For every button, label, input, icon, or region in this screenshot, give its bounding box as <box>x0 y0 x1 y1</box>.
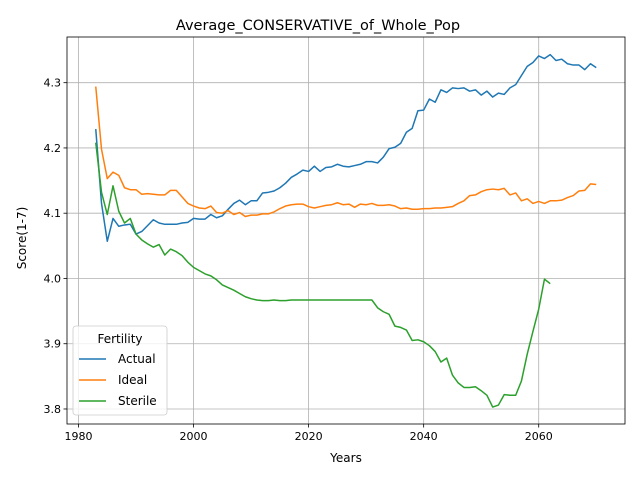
y-tick-label: 3.9 <box>44 338 62 351</box>
x-tick-label: 2060 <box>525 430 553 443</box>
legend-label-actual: Actual <box>118 352 156 366</box>
y-axis-label: Score(1-7) <box>15 207 29 270</box>
series-line-ideal <box>95 86 597 218</box>
x-tick-label: 2040 <box>410 430 438 443</box>
x-axis-label: Years <box>329 451 362 465</box>
legend-title: Fertility <box>97 332 142 346</box>
chart-title: Average_CONSERVATIVE_of_Whole_Pop <box>176 18 460 34</box>
y-tick-label: 4.0 <box>44 272 62 285</box>
series-lines <box>95 53 597 408</box>
y-tick-label: 4.2 <box>44 142 62 155</box>
y-tick-label: 4.1 <box>44 207 62 220</box>
x-tick-label: 2000 <box>180 430 208 443</box>
x-tick-label: 1980 <box>65 430 93 443</box>
legend-label-ideal: Ideal <box>118 373 147 387</box>
y-axis-ticks: 3.8 3.9 4.0 4.1 4.2 4.3 <box>44 77 67 416</box>
y-tick-label: 3.8 <box>44 403 62 416</box>
plot-area <box>95 53 597 408</box>
series-line-sterile <box>95 142 551 408</box>
series-line-actual <box>95 53 597 243</box>
x-axis-ticks: 1980 2000 2020 2040 2060 <box>65 424 553 443</box>
legend-label-sterile: Sterile <box>118 394 157 408</box>
legend: Fertility Actual Ideal Sterile <box>72 325 168 416</box>
x-tick-label: 2020 <box>295 430 323 443</box>
y-tick-label: 4.3 <box>44 77 62 90</box>
legend-box <box>72 325 168 416</box>
plot-frame <box>66 36 626 425</box>
